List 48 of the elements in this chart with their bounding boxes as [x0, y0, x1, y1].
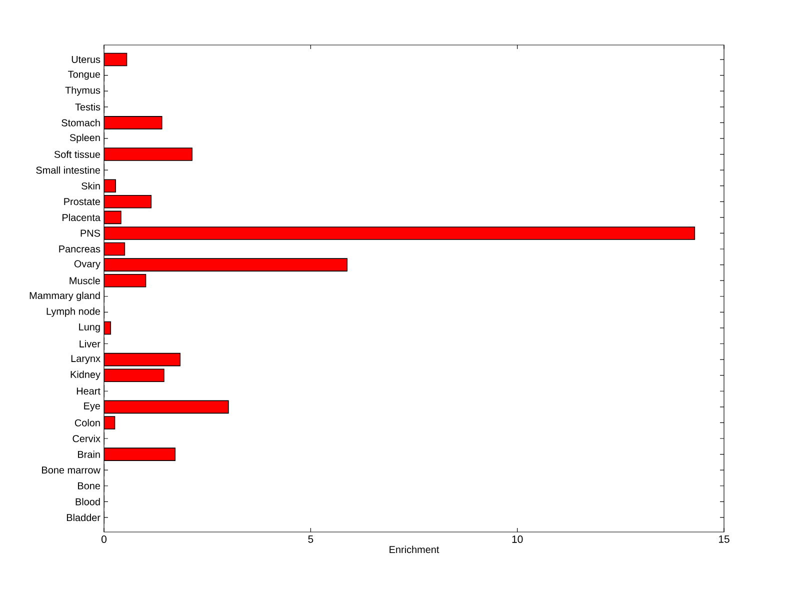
y-tick-label: Soft tissue: [54, 150, 100, 158]
bar: [104, 226, 696, 240]
y-tick-label: Bone: [78, 482, 100, 490]
bar: [104, 52, 128, 66]
y-tick-label: Ovary: [74, 260, 100, 270]
y-tick-label: Cervix: [72, 434, 100, 442]
x-tick-label: 5: [308, 536, 314, 543]
y-tick-label: Heart: [76, 388, 100, 395]
y-tick-label: Uterus: [72, 56, 100, 63]
y-tick-label: Bladder: [66, 514, 100, 522]
y-tick-label: Bone marrow: [42, 466, 100, 474]
y-tick-label: Tongue: [68, 70, 100, 80]
y-tick-label: Liver: [80, 340, 100, 348]
y-tick-label: PNS: [80, 230, 100, 237]
x-tick-label: 15: [718, 536, 730, 543]
bar: [104, 258, 348, 272]
bar: [104, 148, 192, 161]
y-tick-label: Stomach: [62, 119, 100, 126]
y-tick-label: Eye: [84, 402, 100, 412]
bar: [104, 194, 152, 208]
y-tick-label: Small intestine: [36, 166, 100, 174]
y-tick-label: Muscle: [70, 276, 100, 284]
y-tick-label: Skin: [82, 182, 100, 190]
y-tick-label: Lung: [79, 324, 100, 332]
y-tick-label: Testis: [75, 103, 100, 111]
bar: [104, 400, 229, 414]
bar: [104, 116, 162, 130]
x-tick-label: 0: [102, 536, 107, 543]
y-tick-label: Placenta: [62, 214, 100, 222]
y-tick-label: Prostate: [64, 198, 100, 206]
x-tick-label: 10: [512, 536, 523, 543]
y-tick-label: Thymus: [65, 86, 100, 96]
x-axis-title: Enrichment: [390, 546, 440, 554]
bar: [104, 352, 180, 366]
y-tick-label: Brain: [78, 450, 100, 458]
bar: [104, 448, 176, 461]
bar: [104, 242, 126, 256]
y-tick-label: Mammary gland: [30, 292, 100, 302]
y-tick-label: Colon: [74, 419, 100, 426]
bar: [104, 368, 164, 382]
y-tick-label: Blood: [76, 498, 100, 506]
y-tick-label: Lymph node: [46, 308, 100, 317]
y-tick-label: Larynx: [71, 355, 100, 364]
y-tick-label: Spleen: [70, 134, 100, 144]
y-tick-label: Pancreas: [59, 246, 100, 252]
bar: [104, 210, 122, 224]
bar: [104, 274, 146, 288]
y-tick-label: Kidney: [70, 370, 100, 380]
